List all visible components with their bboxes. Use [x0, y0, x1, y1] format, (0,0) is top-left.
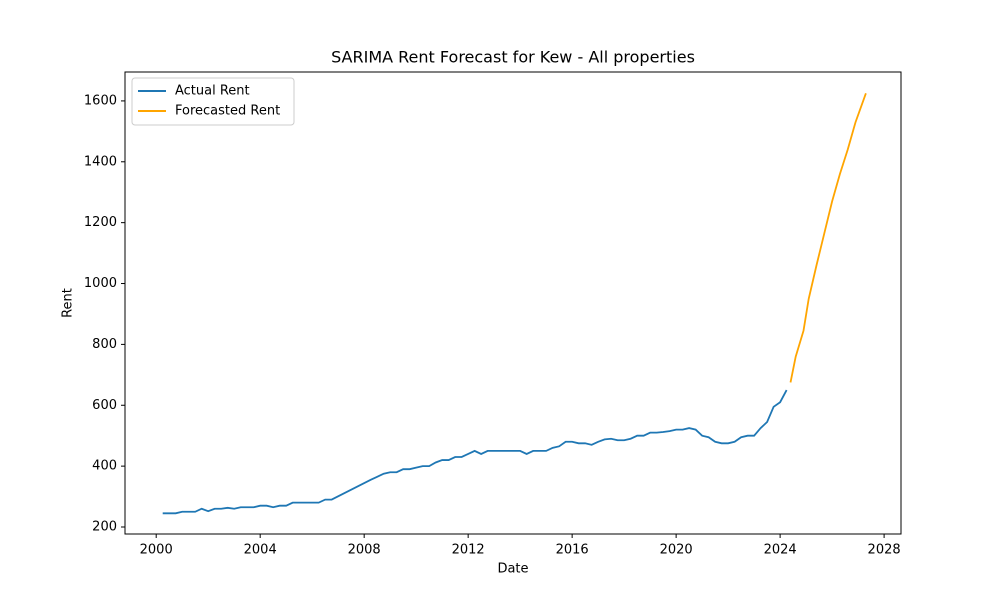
data-line: [789, 92, 867, 383]
y-tick-label: 1000: [84, 276, 117, 291]
plot-frame: [124, 71, 902, 535]
x-tick-label: 2020: [660, 543, 693, 558]
legend-box: [131, 77, 295, 126]
x-tick-label: 2016: [556, 543, 589, 558]
x-axis-label: Date: [497, 562, 528, 577]
data-line: [162, 389, 788, 515]
legend-label: Forecasted Rent: [175, 104, 280, 119]
y-tick-label: 200: [92, 520, 117, 535]
x-tick-label: 2028: [868, 543, 901, 558]
x-tick-label: 2000: [140, 543, 173, 558]
legend-label: Actual Rent: [175, 84, 250, 99]
y-tick-label: 1400: [84, 154, 117, 169]
y-tick-label: 1200: [84, 215, 117, 230]
y-tick-label: 600: [92, 398, 117, 413]
chart-title: SARIMA Rent Forecast for Kew - All prope…: [331, 48, 695, 67]
y-tick-label: 1600: [84, 93, 117, 108]
x-tick-label: 2004: [244, 543, 277, 558]
y-tick-label: 400: [92, 459, 117, 474]
x-tick-label: 2012: [452, 543, 485, 558]
x-tick-label: 2008: [348, 543, 381, 558]
x-tick-label: 2024: [764, 543, 797, 558]
y-tick-label: 800: [92, 337, 117, 352]
y-axis-label: Rent: [61, 288, 76, 318]
